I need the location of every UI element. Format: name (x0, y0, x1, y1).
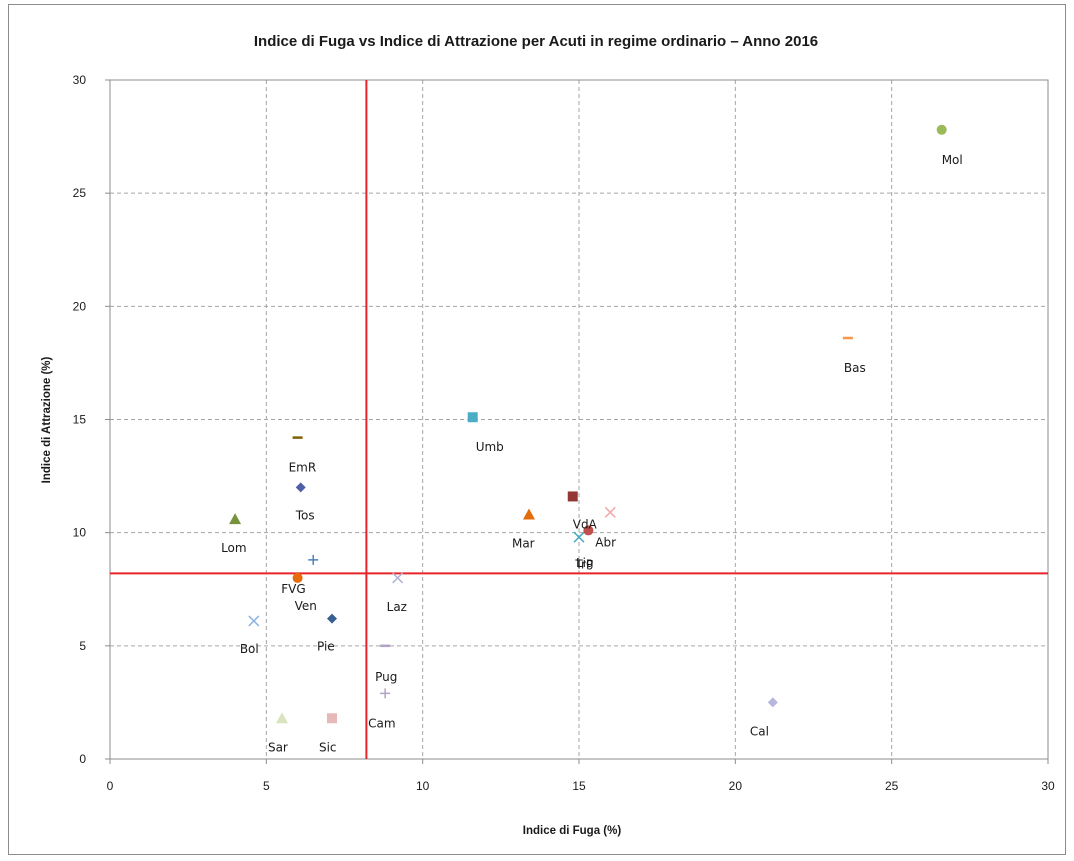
point-vda (568, 491, 578, 501)
point-label-tos: Tos (295, 508, 315, 522)
point-sar (276, 712, 288, 723)
grid-lines (110, 80, 1048, 759)
point-label-emr: EmR (289, 461, 317, 475)
point-abr (605, 507, 615, 517)
point-label-cam: Cam (368, 716, 395, 730)
point-tos (296, 482, 306, 492)
x-axis-title: Indice di Fuga (%) (523, 825, 622, 837)
x-tick-label: 0 (107, 779, 114, 793)
x-axis-ticks: 0 5 10 15 20 25 30 (107, 759, 1055, 793)
point-label-fvg: FVG (281, 582, 305, 596)
x-tick-label: 15 (572, 779, 586, 793)
point-fvg (308, 555, 318, 565)
point-cam (380, 688, 390, 698)
point-cal (768, 697, 778, 707)
point-label-lom: Lom (221, 541, 247, 555)
point-label-trp: TrP (574, 557, 593, 571)
y-axis-ticks: 0 5 10 15 20 25 30 (73, 73, 110, 766)
point-label-vda: VdA (573, 517, 598, 531)
point-label-abr: Abr (595, 535, 616, 549)
x-tick-label: 10 (416, 779, 430, 793)
point-label-bas: Bas (844, 361, 866, 375)
point-pie (327, 614, 337, 624)
y-tick-label: 20 (73, 299, 87, 313)
point-mar (523, 509, 535, 520)
point-umb (468, 412, 478, 422)
point-sic (327, 713, 337, 723)
point-laz (393, 573, 403, 583)
point-label-sar: Sar (268, 740, 288, 754)
point-label-umb: Umb (476, 440, 504, 454)
x-tick-label: 5 (263, 779, 270, 793)
y-tick-label: 15 (73, 413, 87, 427)
point-label-ven: Ven (295, 599, 317, 613)
x-tick-label: 25 (885, 779, 899, 793)
point-label-mar: Mar (512, 537, 535, 551)
point-label-pug: Pug (375, 670, 397, 684)
point-bol (249, 616, 259, 626)
y-tick-label: 10 (73, 526, 87, 540)
y-tick-label: 30 (73, 73, 87, 87)
point-label-mol: Mol (942, 153, 963, 167)
x-tick-label: 20 (729, 779, 743, 793)
point-label-pie: Pie (317, 640, 335, 654)
point-mol (937, 125, 947, 135)
chart-title: Indice di Fuga vs Indice di Attrazione p… (254, 33, 818, 50)
y-tick-label: 0 (79, 752, 86, 766)
point-label-cal: Cal (750, 724, 769, 738)
y-tick-label: 5 (79, 639, 86, 653)
point-label-bol: Bol (240, 642, 259, 656)
point-label-sic: Sic (319, 740, 337, 754)
point-lig (574, 532, 584, 542)
x-tick-label: 30 (1041, 779, 1055, 793)
y-axis-title: Indice di Attrazione (%) (41, 356, 53, 483)
point-lom (229, 513, 241, 524)
data-points (229, 125, 947, 723)
y-tick-label: 25 (73, 186, 87, 200)
point-label-laz: Laz (387, 600, 407, 614)
